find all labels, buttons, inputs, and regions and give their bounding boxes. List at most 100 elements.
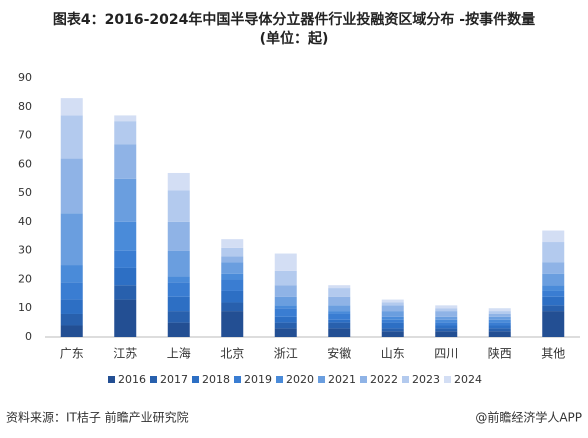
credit: @前瞻经济学人APP	[475, 410, 582, 425]
y-tick-label: 90	[18, 71, 32, 84]
bar-segment	[488, 308, 511, 312]
bar-segment	[274, 322, 297, 329]
legend-swatch	[360, 376, 367, 383]
bar-segment	[435, 308, 458, 312]
legend-swatch	[318, 376, 325, 383]
bar-segment	[488, 311, 511, 314]
bar-segment	[542, 242, 565, 263]
legend-label: 2021	[328, 373, 356, 386]
bar-segment	[542, 285, 565, 291]
bar-segment	[435, 331, 458, 337]
legend-label: 2018	[202, 373, 230, 386]
bar-segment	[114, 115, 137, 122]
legend-label: 2017	[160, 373, 188, 386]
bar-segment	[221, 256, 244, 263]
bar-segment	[60, 265, 83, 283]
bar-segment	[488, 316, 511, 320]
bar-segment	[167, 276, 190, 283]
bar-segment	[435, 319, 458, 323]
legend-swatch	[234, 376, 241, 383]
bar-segment	[542, 262, 565, 274]
y-tick-label: 70	[18, 129, 32, 142]
legend-label: 2016	[118, 373, 146, 386]
bar-segment	[488, 328, 511, 332]
bar-segment	[114, 250, 137, 268]
legend-swatch	[402, 376, 409, 383]
legend-swatch	[444, 376, 451, 383]
x-tick-label: 北京	[220, 347, 244, 361]
bar-segment	[542, 230, 565, 243]
bar-segment	[114, 285, 137, 300]
bar-segment	[221, 311, 244, 337]
legend-swatch	[150, 376, 157, 383]
chart-title: 图表4：2016-2024年中国半导体分立器件行业投融资区域分布 -按事件数量	[53, 11, 535, 28]
bar-segment	[381, 319, 404, 323]
y-tick-label: 50	[18, 186, 32, 199]
bar-segment	[60, 325, 83, 337]
bar-segment	[274, 296, 297, 306]
legend-swatch	[192, 376, 199, 383]
bar-segment	[435, 322, 458, 326]
bar-segment	[114, 121, 137, 145]
chart-subtitle: (单位：起)	[260, 30, 329, 47]
bar-segment	[328, 328, 351, 337]
bar-segment	[167, 221, 190, 251]
x-tick-label: 上海	[167, 346, 191, 361]
bar-segment	[167, 311, 190, 323]
bar-segment	[167, 296, 190, 312]
bar-segment	[60, 213, 83, 266]
bar-segment	[435, 328, 458, 332]
bar-segment	[542, 311, 565, 337]
bar-segment	[274, 305, 297, 309]
bar-segment	[542, 305, 565, 312]
legend-label: 2023	[412, 373, 440, 386]
y-tick-label: 80	[18, 100, 32, 113]
bar-segment	[328, 322, 351, 329]
bar-segment	[488, 313, 511, 317]
bar-segment	[274, 316, 297, 323]
bar-segment	[381, 299, 404, 303]
bar-segment	[167, 282, 190, 297]
y-tick-label: 0	[25, 330, 32, 343]
bar-segment	[542, 296, 565, 306]
bar-segment	[435, 316, 458, 320]
bar-segment	[381, 331, 404, 337]
x-tick-label: 山东	[381, 347, 405, 361]
bar-segment	[328, 319, 351, 323]
bar-segment	[488, 325, 511, 329]
bar-segment	[114, 299, 137, 337]
x-tick-label: 其他	[541, 347, 565, 361]
bar-segment	[114, 144, 137, 179]
bar-segment	[167, 172, 190, 191]
bar-segment	[488, 322, 511, 326]
bar-segment	[60, 282, 83, 300]
bar-segment	[381, 328, 404, 332]
x-tick-label: 四川	[434, 347, 458, 361]
y-tick-label: 40	[18, 215, 32, 228]
bar-segment	[328, 311, 351, 314]
bar-segment	[274, 270, 297, 286]
bar-segment	[381, 311, 404, 317]
legend-label: 2022	[370, 373, 398, 386]
bar-segment	[221, 273, 244, 280]
bar-segment	[381, 316, 404, 320]
bar-segment	[328, 285, 351, 289]
source: 资料来源：IT桔子 前瞻产业研究院	[6, 410, 189, 425]
x-tick-label: 陕西	[488, 346, 512, 361]
bar-segment	[60, 313, 83, 326]
bar-segment	[488, 319, 511, 323]
bar-segment	[274, 328, 297, 337]
bar-segment	[328, 288, 351, 297]
bar-segment	[274, 285, 297, 297]
y-tick-label: 60	[18, 157, 32, 170]
bar-segment	[167, 322, 190, 337]
legend-label: 2020	[286, 373, 314, 386]
x-tick-label: 广东	[60, 347, 84, 361]
bar-segment	[381, 302, 404, 306]
bar-segment	[167, 190, 190, 222]
bar-segment	[381, 305, 404, 312]
y-tick-label: 30	[18, 244, 32, 257]
bar-segment	[221, 279, 244, 291]
x-tick-label: 安徽	[327, 346, 351, 361]
